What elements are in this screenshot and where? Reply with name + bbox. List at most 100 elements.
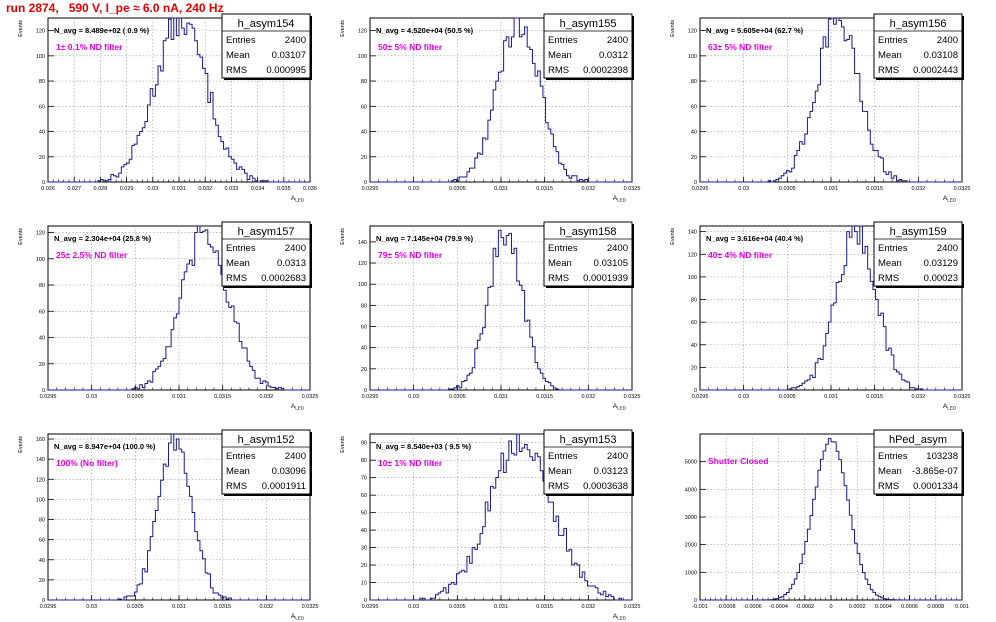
y-tick-label: 40: [39, 130, 45, 136]
histogram-series: [48, 225, 310, 391]
x-tick-label: 0.0006: [901, 604, 918, 610]
y-tick-label: 60: [361, 325, 367, 331]
x-tick-label: 0.0002: [849, 604, 866, 610]
stats-value: 0.0001911: [262, 481, 306, 492]
stats-label: Mean: [548, 258, 572, 269]
histogram-series: [700, 17, 962, 183]
x-tick-label: 0.0305: [779, 186, 796, 192]
x-axis-label: ALED: [613, 613, 627, 621]
stats-title: h_asym157: [238, 226, 295, 238]
y-tick-label: 0: [364, 388, 367, 394]
stats-label: Entries: [226, 451, 256, 462]
stats-box: [873, 13, 963, 79]
stats-box: [221, 429, 311, 495]
stats-label: Mean: [226, 258, 250, 269]
histogram-series: [700, 225, 962, 391]
y-axis-label: Events: [340, 228, 346, 245]
n-avg-annotation: N_avg = 7.145e+04 (79.9 %): [376, 234, 474, 243]
stats-box: [543, 429, 633, 495]
x-tick-label: 0.0295: [692, 186, 709, 192]
x-tick-label: 0.0295: [40, 604, 57, 610]
x-tick-label: 0.028: [94, 186, 108, 192]
stats-title: h_asym159: [890, 226, 947, 238]
x-tick-label: 0.001: [955, 604, 969, 610]
histogram-panel-h_asym152: 0.0295 0.03 0.0305 0.031 0.0315 0.032 0.0325 0 2…: [18, 429, 318, 621]
y-tick-label: 0: [694, 180, 697, 186]
n-avg-annotation: N_avg = 2.304e+04 (25.8 %): [54, 234, 152, 243]
x-tick-label: 0.0305: [127, 604, 144, 610]
x-tick-label: 0.03: [738, 186, 749, 192]
stats-value: 0.0002443: [913, 65, 958, 76]
y-axis-label: Events: [670, 228, 676, 245]
stats-value: 2400: [285, 35, 306, 46]
x-tick-label: 0.0004: [875, 604, 892, 610]
stats-title: hPed_asym: [889, 434, 947, 446]
histogram-series: [48, 17, 310, 183]
x-tick-label: 0.0325: [624, 186, 641, 192]
stats-value: 0.0001939: [583, 273, 628, 284]
y-tick-label: 60: [39, 538, 45, 544]
stats-value: 0.03105: [594, 258, 628, 269]
x-tick-label: -0.0006: [743, 604, 762, 610]
y-tick-label: 1000: [685, 570, 697, 576]
filter-label: 25± 2.5% ND filter: [56, 250, 128, 260]
x-tick-label: 0.0315: [214, 604, 231, 610]
y-tick-label: 100: [36, 257, 45, 263]
stats-label: Mean: [548, 50, 572, 61]
y-tick-label: 0: [694, 388, 697, 394]
stats-label: Entries: [878, 35, 908, 46]
stats-value: 0.000995: [266, 65, 306, 76]
stats-value: 2400: [607, 35, 628, 46]
y-tick-label: 40: [39, 558, 45, 564]
x-tick-label: 0.031: [824, 394, 838, 400]
x-tick-label: -0.0008: [717, 604, 736, 610]
stats-value: 0.0003638: [583, 481, 628, 492]
y-tick-label: 60: [361, 104, 367, 110]
n-avg-annotation: N_avg = 8.489e+02 ( 0.9 %): [54, 26, 150, 35]
y-tick-label: 100: [358, 282, 367, 288]
x-tick-label: 0.0295: [362, 604, 379, 610]
histogram-panel-h_asym155: 0.0295 0.03 0.0305 0.031 0.0315 0.032 0.0325 0 2…: [340, 13, 641, 203]
stats-value: 0.0313: [277, 258, 306, 269]
x-tick-label: 0.027: [67, 186, 81, 192]
stats-value: 2400: [285, 243, 306, 254]
x-tick-label: 0.032: [259, 604, 273, 610]
y-axis-label: Events: [18, 228, 24, 245]
stats-box: [543, 13, 633, 79]
y-tick-label: 20: [39, 578, 45, 584]
filter-label: 63± 5% ND filter: [708, 42, 773, 52]
y-axis-label: Events: [340, 20, 346, 37]
stats-value: 0.0002398: [583, 65, 628, 76]
x-tick-label: -0.0004: [769, 604, 788, 610]
stats-label: Mean: [226, 466, 250, 477]
y-tick-label: 100: [36, 497, 45, 503]
x-tick-label: 0.0315: [536, 186, 553, 192]
y-tick-label: 0: [42, 180, 45, 186]
x-tick-label: 0.031: [494, 186, 508, 192]
y-tick-label: 120: [36, 231, 45, 237]
x-tick-label: 0.031: [172, 394, 186, 400]
y-tick-label: 3000: [685, 515, 697, 521]
y-tick-label: 100: [36, 54, 45, 60]
stats-value: -3.865e-07: [912, 466, 958, 477]
y-tick-label: 5000: [685, 460, 697, 466]
x-tick-label: 0.031: [172, 604, 186, 610]
filter-label: 10± 1% ND filter: [378, 458, 443, 468]
n-avg-annotation: N_avg = 3.616e+04 (40.4 %): [706, 234, 804, 243]
y-tick-label: 80: [361, 79, 367, 85]
n-avg-annotation: N_avg = 4.520e+04 (50.5 %): [376, 26, 474, 35]
y-tick-label: 60: [39, 309, 45, 315]
histogram-series: [700, 438, 962, 601]
x-tick-label: -0.001: [692, 604, 708, 610]
stats-label: Mean: [226, 50, 250, 61]
x-tick-label: 0.0315: [866, 394, 883, 400]
x-tick-label: 0.033: [225, 186, 239, 192]
stats-label: RMS: [548, 481, 569, 492]
y-axis-label: Events: [340, 436, 346, 453]
y-tick-label: 20: [691, 155, 697, 161]
stats-box: [543, 221, 633, 287]
y-tick-label: 0: [694, 598, 697, 604]
histogram-series: [370, 229, 632, 391]
y-tick-label: 80: [39, 518, 45, 524]
stats-label: Entries: [878, 451, 908, 462]
